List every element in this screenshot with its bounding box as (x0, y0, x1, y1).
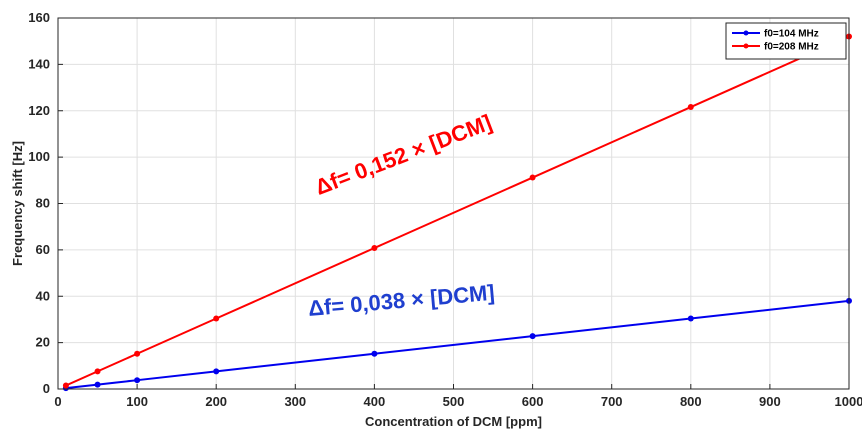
x-tick-label: 200 (205, 394, 227, 409)
y-tick-label: 0 (43, 381, 50, 396)
y-tick-label: 120 (28, 103, 50, 118)
y-tick-label: 80 (36, 196, 50, 211)
y-tick-label: 40 (36, 288, 50, 303)
x-tick-label: 1000 (835, 394, 862, 409)
x-tick-label: 400 (364, 394, 386, 409)
data-point (529, 333, 536, 340)
data-point (134, 377, 141, 384)
y-tick-label: 160 (28, 10, 50, 25)
y-tick-label: 100 (28, 149, 50, 164)
data-point (371, 350, 378, 357)
data-point (687, 315, 694, 322)
legend-entry-label: f0=208 MHz (764, 42, 819, 53)
data-point (213, 315, 220, 322)
legend-swatch-marker (743, 30, 749, 36)
ticks: 0 100 200 300 400 500 600 700 800 900 1000 0 20 40 60 8… (28, 10, 862, 409)
legend-entry-label: f0=104 MHz (764, 29, 819, 40)
series-2 (62, 33, 852, 389)
x-tick-label: 800 (680, 394, 702, 409)
data-point (134, 350, 141, 357)
series-line (65, 299, 850, 390)
x-tick-label: 600 (522, 394, 544, 409)
x-tick-label: 300 (284, 394, 306, 409)
data-point (62, 382, 69, 389)
series-line (65, 35, 850, 387)
legend: f0=104 MHz f0=208 MHz (725, 22, 847, 60)
x-tick-label: 700 (601, 394, 623, 409)
x-tick-label: 500 (443, 394, 465, 409)
data-point (687, 104, 694, 111)
data-point (213, 368, 220, 375)
legend-swatch-marker (743, 43, 749, 49)
x-tick-label: 900 (759, 394, 781, 409)
y-axis-label: Frequency shift [Hz] (10, 141, 25, 266)
data-point (94, 368, 101, 375)
series-layer (62, 33, 852, 392)
data-point (94, 381, 101, 388)
x-tick-label: 100 (126, 394, 148, 409)
data-point (371, 245, 378, 252)
y-tick-label: 60 (36, 242, 50, 257)
x-tick-label: 0 (54, 394, 61, 409)
y-tick-label: 140 (28, 56, 50, 71)
x-axis-label: Concentration of DCM [ppm] (365, 414, 542, 429)
y-tick-label: 20 (36, 335, 50, 350)
legend-box (725, 22, 847, 60)
data-point (529, 174, 536, 181)
